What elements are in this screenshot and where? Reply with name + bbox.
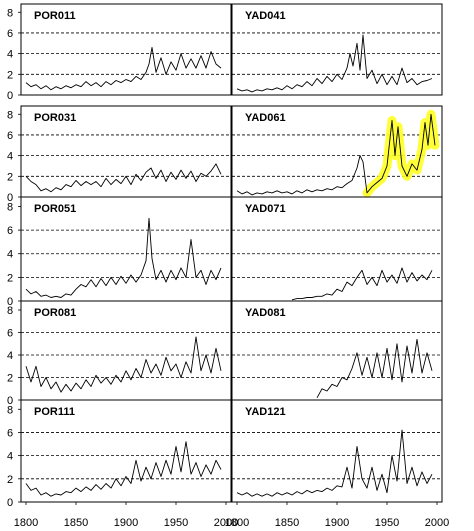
y-tick-label: 6 bbox=[7, 130, 13, 142]
panel-title: POR051 bbox=[34, 203, 76, 215]
panel-por111: POR111 0 2 4 6 8 1800 1850 1900 1950 2000 bbox=[7, 399, 238, 529]
panel-title: YAD061 bbox=[245, 112, 286, 124]
x-tick-label: 1850 bbox=[64, 517, 88, 529]
y-tick-label: 2 bbox=[7, 373, 13, 385]
panel-title: YAD121 bbox=[245, 406, 286, 418]
y-tick-label: 0 bbox=[7, 296, 13, 308]
panel-yad121: YAD121 1800 1850 1900 1950 2000 bbox=[225, 399, 449, 529]
panel-title: POR011 bbox=[34, 10, 76, 22]
panel-frame bbox=[20, 3, 232, 96]
y-tick-label: 2 bbox=[7, 69, 13, 81]
x-tick-label: 2000 bbox=[425, 517, 449, 529]
y-tick-label: 4 bbox=[7, 151, 13, 163]
y-tick-label: 4 bbox=[7, 451, 13, 463]
y-tick-label: 8 bbox=[7, 404, 13, 416]
series-line-yad081 bbox=[316, 338, 433, 399]
y-tick-label: 6 bbox=[7, 328, 13, 340]
x-tick-label: 1900 bbox=[325, 517, 349, 529]
panel-title: POR031 bbox=[34, 112, 76, 124]
y-tick-label: 0 bbox=[7, 497, 13, 509]
series-line-por081 bbox=[25, 336, 222, 393]
series-line-por031 bbox=[25, 163, 222, 193]
panel-por011: POR011 0 2 4 6 8 bbox=[7, 3, 232, 102]
x-tick-label: 1950 bbox=[375, 517, 399, 529]
y-tick-label: 6 bbox=[7, 28, 13, 40]
x-tick-label: 1800 bbox=[14, 517, 38, 529]
y-tick-label: 8 bbox=[7, 109, 13, 121]
series-line-yad121 bbox=[236, 429, 433, 497]
y-tick-label: 0 bbox=[7, 90, 13, 102]
series-line-yad041 bbox=[236, 34, 433, 93]
y-tick-label: 2 bbox=[7, 171, 13, 183]
y-tick-label: 2 bbox=[7, 474, 13, 486]
panel-title: YAD081 bbox=[245, 307, 286, 319]
y-tick-label: 4 bbox=[7, 249, 13, 261]
x-tick-label: 1800 bbox=[225, 517, 249, 529]
panel-title: POR081 bbox=[34, 307, 76, 319]
y-tick-label: 6 bbox=[7, 225, 13, 237]
series-line-por051 bbox=[25, 217, 222, 298]
y-tick-label: 4 bbox=[7, 350, 13, 362]
panel-frame bbox=[231, 3, 443, 96]
y-tick-label: 4 bbox=[7, 49, 13, 61]
y-tick-label: 0 bbox=[7, 395, 13, 407]
y-tick-label: 8 bbox=[7, 305, 13, 317]
panels-group: POR011 0 2 4 6 8 YAD041 POR031 0 2 4 6 8 YAD061 POR051… bbox=[7, 3, 449, 529]
y-tick-label: 8 bbox=[7, 201, 13, 213]
series-line-yad061 bbox=[236, 113, 436, 196]
panel-yad061: YAD061 bbox=[231, 105, 443, 198]
panel-yad041: YAD041 bbox=[231, 3, 443, 96]
panel-title: POR111 bbox=[34, 406, 75, 418]
panel-title: YAD071 bbox=[245, 203, 286, 215]
y-tick-label: 0 bbox=[7, 192, 13, 204]
panel-title: YAD041 bbox=[245, 10, 286, 22]
series-line-por111 bbox=[25, 441, 222, 497]
x-tick-label: 1950 bbox=[164, 517, 188, 529]
series-line-por011 bbox=[25, 46, 222, 91]
y-tick-label: 2 bbox=[7, 272, 13, 284]
panel-por031: POR031 0 2 4 6 8 bbox=[7, 105, 232, 204]
x-tick-label: 1850 bbox=[275, 517, 299, 529]
y-tick-label: 8 bbox=[7, 7, 13, 19]
x-tick-label: 2000 bbox=[214, 517, 238, 529]
series-line-yad071 bbox=[291, 267, 433, 301]
x-tick-label: 1900 bbox=[114, 517, 138, 529]
y-tick-label: 6 bbox=[7, 427, 13, 439]
